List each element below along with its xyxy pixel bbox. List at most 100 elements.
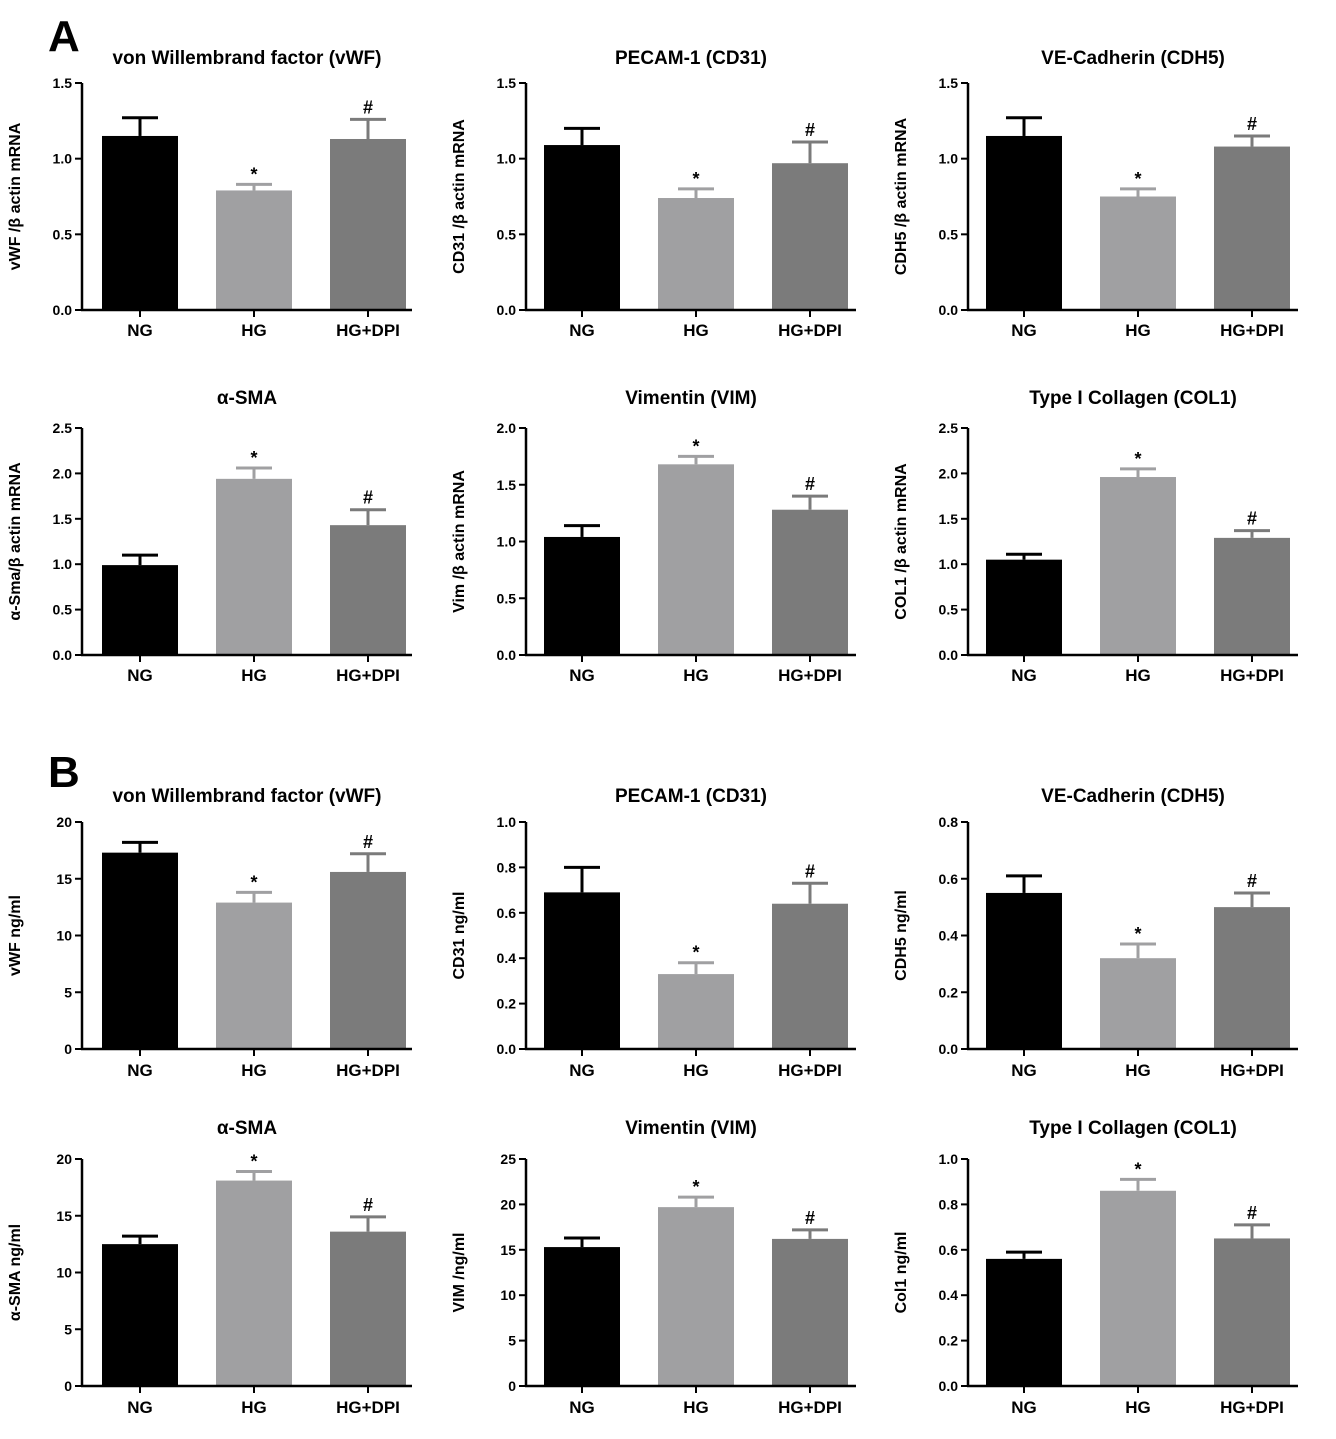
y-axis-label: CDH5 ng/ml xyxy=(893,890,910,981)
significance-hash: # xyxy=(805,474,815,494)
y-tick-label: 2.5 xyxy=(53,420,73,436)
bar-hg xyxy=(216,1180,292,1386)
significance-asterisk: * xyxy=(692,169,699,189)
y-tick-label: 0.4 xyxy=(939,1287,959,1303)
significance-asterisk: * xyxy=(692,943,699,963)
x-tick-label: HG xyxy=(241,666,267,685)
y-axis-label: VIM /ng/ml xyxy=(451,1233,468,1313)
significance-asterisk: * xyxy=(692,436,699,456)
y-tick-label: 0.0 xyxy=(497,1041,517,1057)
chart-title: Vimentin (VIM) xyxy=(625,1118,757,1139)
y-axis-label: COL1 /β actin mRNA xyxy=(893,463,910,620)
significance-hash: # xyxy=(1247,509,1257,529)
y-tick-label: 5 xyxy=(64,1321,72,1337)
chart-title: Vimentin (VIM) xyxy=(625,388,757,409)
y-tick-label: 0.5 xyxy=(53,226,73,242)
bar-hg-dpi xyxy=(330,1231,406,1386)
significance-hash: # xyxy=(363,832,373,852)
chart-title: Type I Collagen (COL1) xyxy=(1029,388,1237,409)
y-tick-label: 1.5 xyxy=(939,75,959,91)
bar-hg-dpi xyxy=(1214,537,1290,655)
chart-title: VE-Cadherin (CDH5) xyxy=(1041,48,1225,69)
significance-asterisk: * xyxy=(1134,449,1141,469)
y-tick-label: 0 xyxy=(64,1378,72,1394)
bar-hg-dpi xyxy=(772,1238,848,1386)
y-tick-label: 0.0 xyxy=(53,302,73,318)
y-tick-label: 0.5 xyxy=(939,226,959,242)
y-tick-label: 15 xyxy=(500,1242,516,1258)
significance-asterisk: * xyxy=(1134,924,1141,944)
x-tick-label: HG xyxy=(1125,666,1151,685)
chart-9: VE-Cadherin (CDH5) CDH5 ng/ml NG * HG # HG+DPI… xyxy=(893,786,1298,1080)
x-tick-label: NG xyxy=(127,1061,153,1080)
y-tick-label: 0.6 xyxy=(939,871,959,887)
bar-ng xyxy=(986,559,1062,655)
bar-hg xyxy=(658,198,734,310)
bar-hg xyxy=(658,1207,734,1386)
bar-ng xyxy=(102,852,178,1049)
y-tick-label: 2.5 xyxy=(939,420,959,436)
significance-asterisk: * xyxy=(250,872,257,892)
significance-hash: # xyxy=(363,488,373,508)
x-tick-label: NG xyxy=(127,321,153,340)
y-tick-label: 1.0 xyxy=(53,151,73,167)
x-tick-label: HG xyxy=(241,1398,267,1417)
bar-hg-dpi xyxy=(330,871,406,1049)
significance-hash: # xyxy=(1247,114,1257,134)
y-axis-label: α-SMA ng/ml xyxy=(7,1224,24,1321)
y-tick-label: 0.5 xyxy=(497,226,517,242)
chart-1: von Willembrand factor (vWF) vWF /β actin… xyxy=(7,48,412,340)
x-tick-label: HG xyxy=(683,1398,709,1417)
y-axis-label: CD31 /β actin mRNA xyxy=(451,119,468,274)
y-tick-label: 1.0 xyxy=(497,534,517,550)
y-tick-label: 1.5 xyxy=(53,511,73,527)
y-tick-label: 20 xyxy=(56,1151,72,1167)
y-tick-label: 0 xyxy=(508,1378,516,1394)
x-tick-label: NG xyxy=(1011,1398,1037,1417)
y-tick-label: 0.4 xyxy=(939,928,959,944)
x-tick-label: HG+DPI xyxy=(1220,1398,1284,1417)
chart-title: Type I Collagen (COL1) xyxy=(1029,1118,1237,1139)
y-axis-label: Col1 ng/ml xyxy=(893,1232,910,1314)
x-tick-label: HG xyxy=(241,1061,267,1080)
y-tick-label: 1.0 xyxy=(53,556,73,572)
y-tick-label: 0.4 xyxy=(497,950,517,966)
x-tick-label: HG+DPI xyxy=(778,1398,842,1417)
chart-12: Type I Collagen (COL1) Col1 ng/ml NG * HG # HG… xyxy=(893,1118,1298,1417)
y-tick-label: 15 xyxy=(56,871,72,887)
chart-title: α-SMA xyxy=(217,388,278,409)
x-tick-label: NG xyxy=(1011,666,1037,685)
x-tick-label: NG xyxy=(569,321,595,340)
y-tick-label: 0.6 xyxy=(939,1242,959,1258)
x-tick-label: HG xyxy=(683,1061,709,1080)
significance-asterisk: * xyxy=(250,448,257,468)
bar-hg-dpi xyxy=(772,903,848,1049)
x-tick-label: NG xyxy=(569,666,595,685)
y-tick-label: 20 xyxy=(500,1196,516,1212)
x-tick-label: HG+DPI xyxy=(336,1061,400,1080)
y-tick-label: 0.0 xyxy=(939,302,959,318)
bar-hg xyxy=(216,190,292,310)
y-tick-label: 1.5 xyxy=(53,75,73,91)
bar-hg-dpi xyxy=(772,509,848,655)
significance-hash: # xyxy=(363,97,373,117)
y-tick-label: 25 xyxy=(500,1151,516,1167)
chart-3: VE-Cadherin (CDH5) CDH5 /β actin mRNA NG * H… xyxy=(893,48,1298,340)
bar-ng xyxy=(544,892,620,1049)
chart-2: PECAM-1 (CD31) CD31 /β actin mRNA NG * HG # HG… xyxy=(451,48,856,340)
y-tick-label: 0.5 xyxy=(53,602,73,618)
bar-ng xyxy=(102,1244,178,1386)
x-tick-label: HG xyxy=(683,321,709,340)
significance-asterisk: * xyxy=(1134,169,1141,189)
bar-hg-dpi xyxy=(330,525,406,655)
chart-title: von Willembrand factor (vWF) xyxy=(112,48,381,69)
bar-hg xyxy=(216,478,292,655)
significance-asterisk: * xyxy=(1134,1159,1141,1179)
significance-hash: # xyxy=(1247,1203,1257,1223)
y-tick-label: 15 xyxy=(56,1208,72,1224)
y-tick-label: 0.2 xyxy=(939,1333,959,1349)
bar-hg-dpi xyxy=(330,138,406,310)
x-tick-label: NG xyxy=(1011,1061,1037,1080)
